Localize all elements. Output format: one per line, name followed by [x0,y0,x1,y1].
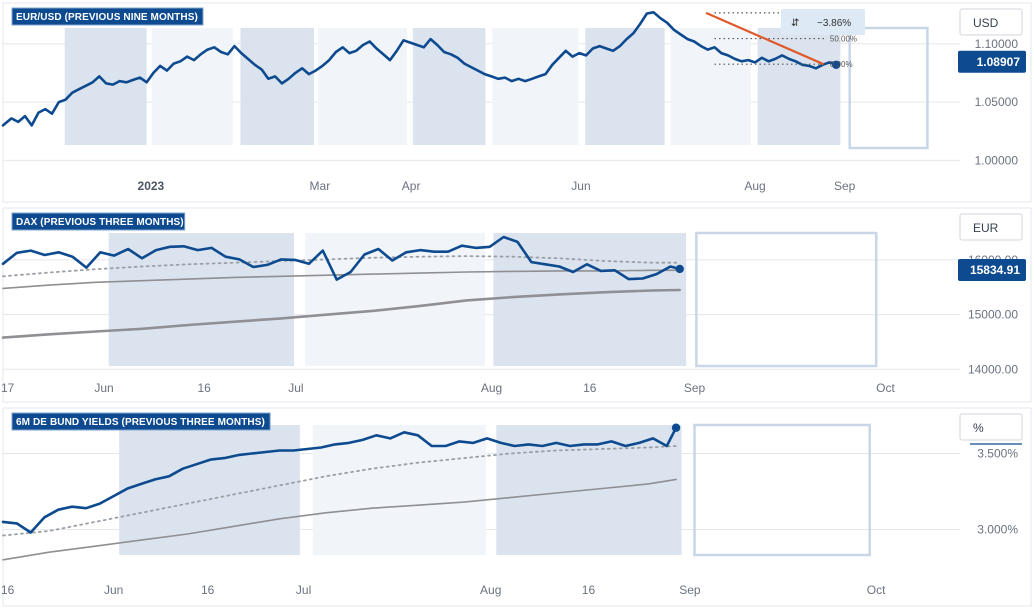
unit-label[interactable]: EUR [973,221,999,235]
x-tick-label: Sep [684,381,706,395]
forecast-box [695,231,878,368]
eurusd-panel: 100.00%50.00%0.00%⇵−3.86%EUR/USD (PREVIO… [1,2,1032,203]
series-line-price [1,426,678,534]
x-tick-label: Oct [867,583,886,597]
unit-label[interactable]: % [973,421,984,435]
x-tick-label: Apr [402,179,421,193]
measure-icon: ⇵ [791,18,799,29]
x-tick-label: Jun [94,381,113,395]
panel-title-badge [11,212,186,231]
x-tick-label: 16 [201,583,215,597]
fib-level-label: 0.00% [830,60,853,69]
x-tick-label: Jul [288,381,303,395]
series-line-ma_short [2,255,681,278]
series-line-price [1,235,681,281]
panel-title: EUR/USD (PREVIOUS NINE MONTHS) [16,12,198,23]
period-band [305,233,486,366]
last-point-marker [675,264,684,274]
series-line-ma_long [2,269,681,290]
series-line-ma_200 [1,288,681,339]
unit-selector[interactable] [959,213,1023,241]
period-band [240,28,314,145]
series-line-ma_long [2,478,677,561]
dax-panel: DAX (PREVIOUS THREE MONTHS)EUR16000.0015… [1,207,1032,403]
x-tick-label: Sep [679,583,701,597]
period-band [585,28,665,145]
series-line-ma_short [2,445,677,537]
period-band [151,28,233,145]
x-tick-label: Aug [744,179,765,193]
period-band [757,28,841,145]
x-tick-label: Oct [876,381,895,395]
last-value-tag [958,258,1026,281]
panel-title: 6M DE BUND YIELDS (PREVIOUS THREE MONTHS… [16,417,265,428]
period-band [318,28,407,145]
last-point-marker [831,60,841,69]
x-tick-label: Aug [481,381,502,395]
panel-title: DAX (PREVIOUS THREE MONTHS) [16,217,184,228]
series-line-price [1,11,838,127]
measure-label: −3.86% [817,18,851,29]
x-tick-label: Jul [296,583,311,597]
period-band [64,28,147,145]
x-tick-label: Sep [834,179,856,193]
last-value-label: 15834.91 [970,263,1020,277]
x-tick-label: Jun [104,583,123,597]
bund-panel: 6M DE BUND YIELDS (PREVIOUS THREE MONTHS… [1,407,1032,607]
y-tick-label: 14000.00 [968,362,1018,376]
x-tick-label: 16 [582,583,596,597]
unit-selector[interactable] [959,8,1023,36]
forecast-box [848,26,929,150]
period-band [493,233,687,366]
x-tick-label: Mar [310,179,331,193]
y-tick-label: 15000.00 [968,308,1018,322]
x-tick-label: 16 [1,583,15,597]
period-band [119,425,300,555]
last-point-marker [671,423,681,432]
x-tick-label: 2023 [138,179,165,193]
unit-label[interactable]: USD [973,16,999,30]
x-tick-label: 16 [583,381,597,395]
y-tick-label: 3.500% [977,447,1018,461]
panel-title-badge [11,412,271,431]
period-band [670,28,751,145]
period-band [492,28,579,145]
x-tick-label: 16 [197,381,211,395]
y-tick-label: 1.05000 [975,95,1019,109]
period-band [108,233,295,366]
x-tick-label: Aug [480,583,501,597]
panel-title-badge [11,7,204,26]
fib-level-label: 50.00% [830,35,857,44]
last-value-tag [958,50,1026,73]
y-tick-label: 1.10000 [975,37,1019,51]
y-tick-label: 3.000% [977,522,1018,536]
last-value-label: 1.08907 [977,55,1021,69]
period-band [312,425,487,555]
y-tick-label: 1.00000 [975,153,1019,167]
x-tick-label: Jun [571,179,590,193]
unit-selector[interactable] [959,413,1023,441]
measure-box [781,9,865,35]
trend-line [705,11,824,66]
x-tick-label: 17 [1,381,15,395]
forecast-box [693,423,871,557]
